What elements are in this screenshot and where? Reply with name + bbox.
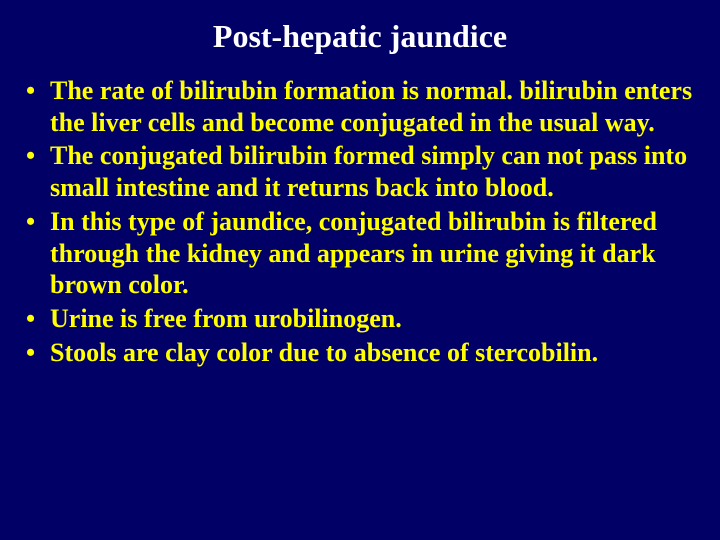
bullet-item: Urine is free from urobilinogen. [22, 303, 698, 335]
bullet-item: Stools are clay color due to absence of … [22, 337, 698, 369]
bullet-list: The rate of bilirubin formation is norma… [22, 75, 698, 368]
bullet-item: The conjugated bilirubin formed simply c… [22, 140, 698, 203]
bullet-item: In this type of jaundice, conjugated bil… [22, 206, 698, 301]
slide-title: Post-hepatic jaundice [22, 18, 698, 55]
bullet-item: The rate of bilirubin formation is norma… [22, 75, 698, 138]
